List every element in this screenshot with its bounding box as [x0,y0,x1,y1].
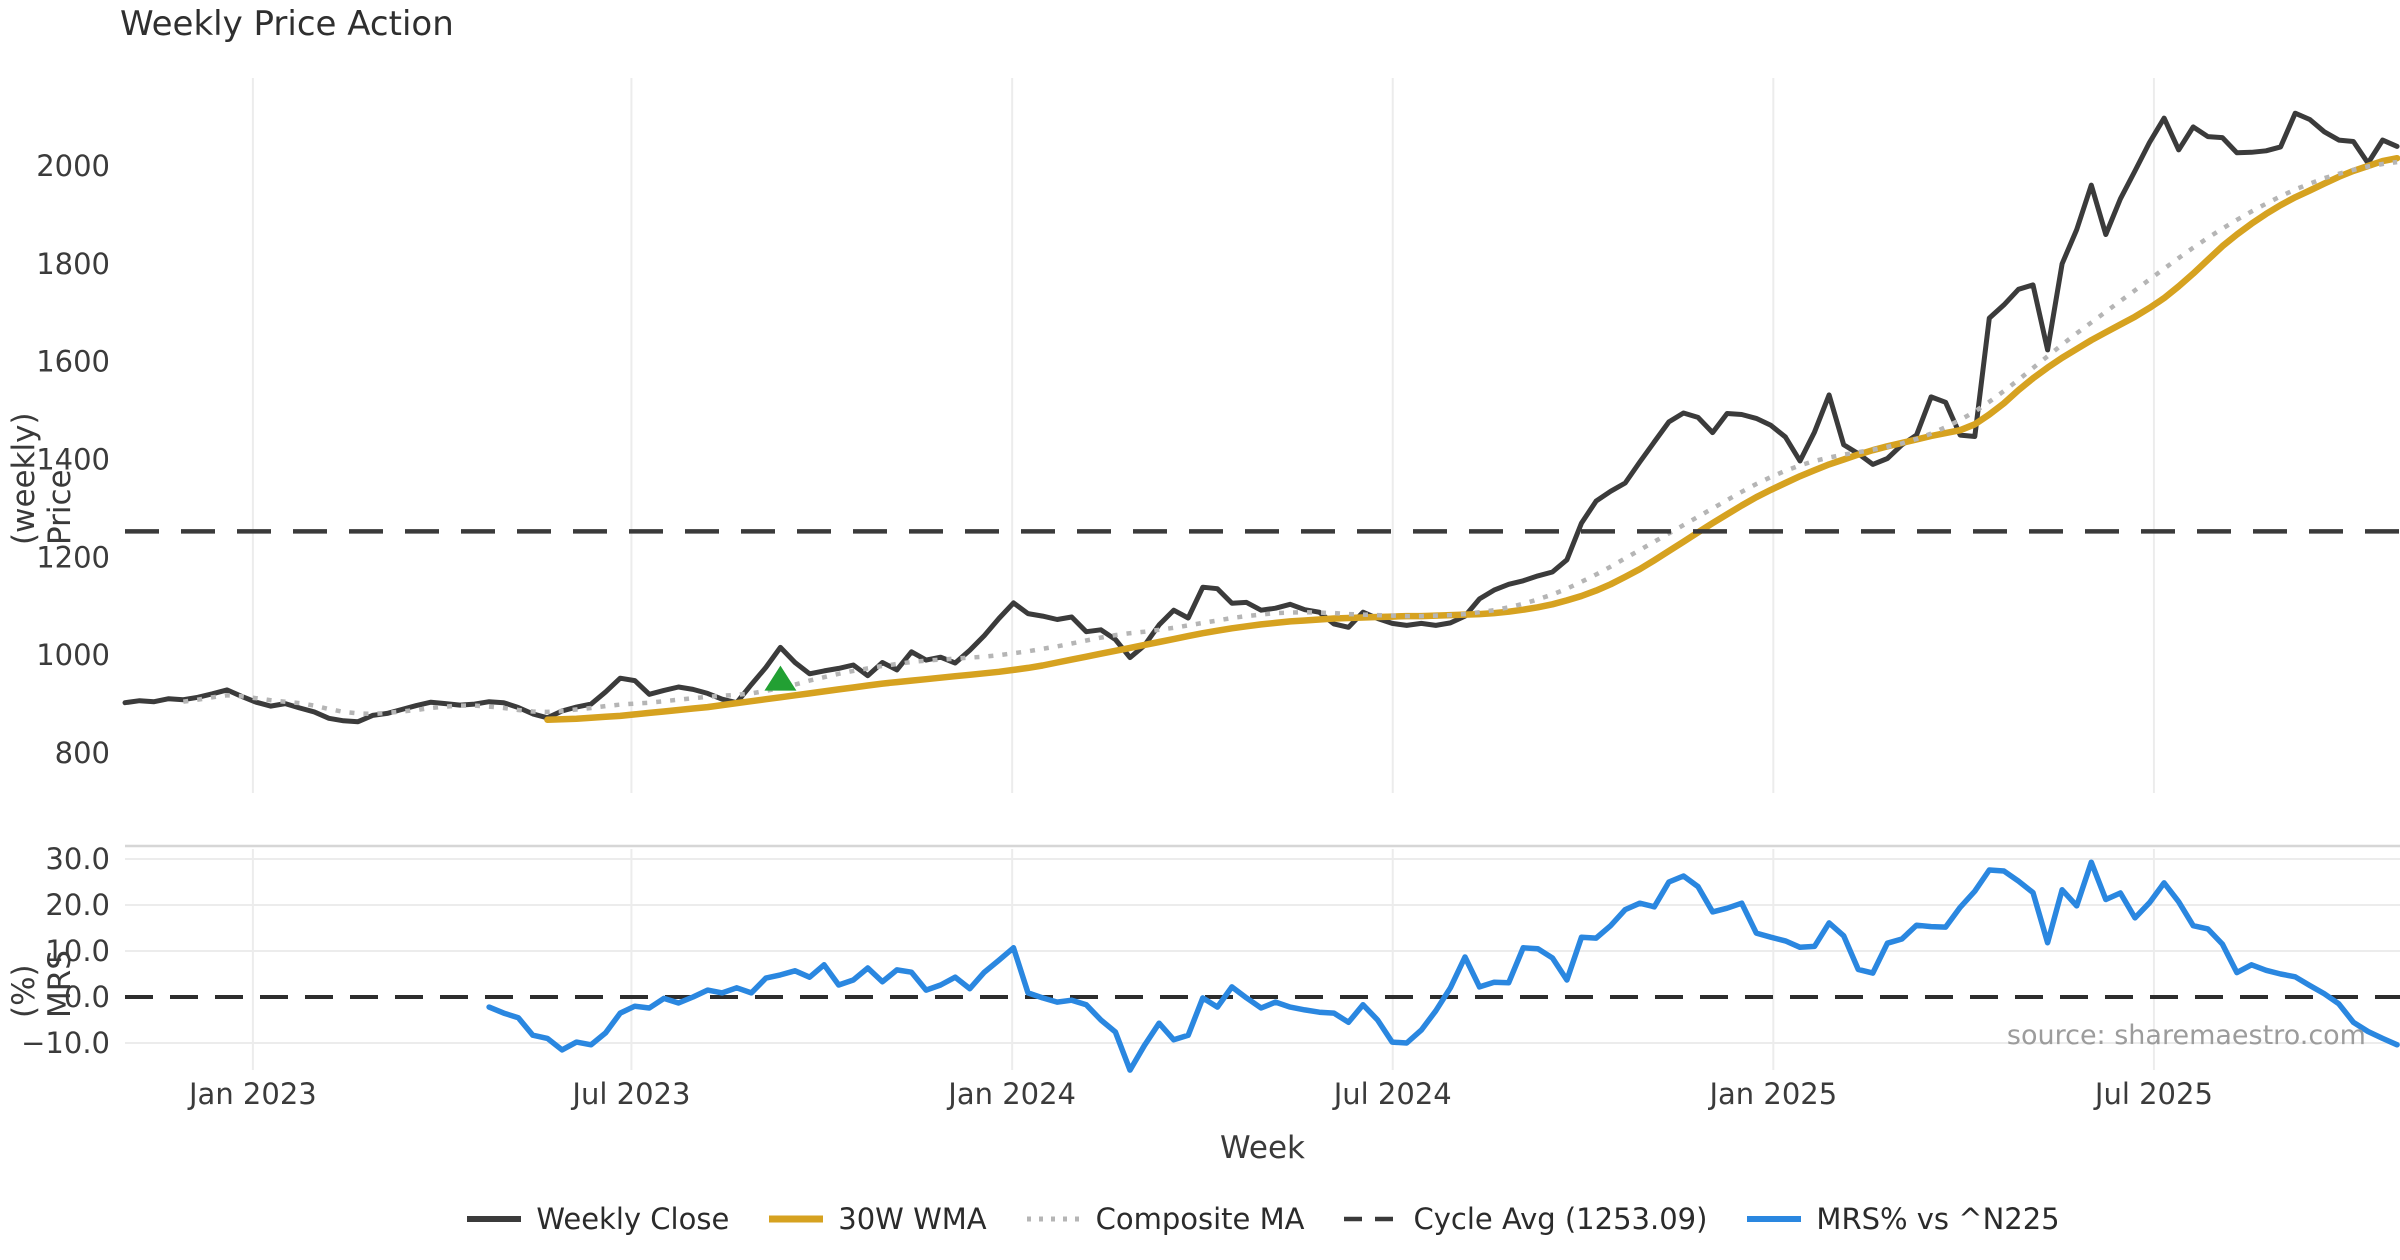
mrs-ytick-label: 20.0 [45,888,110,922]
mrs-ytick-label: −10.0 [21,1026,110,1060]
chart-legend: Weekly Close 30W WMA Composite MA Cycle Avg… [125,1202,2400,1236]
x-tick-label: Jan 2023 [187,1077,317,1111]
x-tick-label: Jul 2024 [1332,1077,1452,1111]
price-ytick-label: 800 [55,736,110,770]
legend-swatch [1344,1216,1399,1222]
legend-item-30w-wma: 30W WMA [767,1202,987,1236]
legend-swatch [769,1215,824,1223]
series-30w-wma [544,154,2400,724]
legend-swatch [467,1216,522,1222]
price-axis-label: Price (weekly) [6,412,78,545]
x-tick-label: Jan 2024 [946,1077,1076,1111]
legend-label: Composite MA [1095,1202,1305,1236]
mrs-ytick-label: 0.0 [64,980,110,1014]
price-ytick-label: 1000 [36,638,110,672]
price-ytick-label: 1400 [36,443,110,477]
series-weekly-close [122,110,2400,725]
chart-title: Weekly Price Action [120,4,454,44]
legend-item-cycle-avg-1253-09-: Cycle Avg (1253.09) [1342,1202,1707,1236]
series-mrs-vs-n225 [486,859,2400,1073]
legend-label: 30W WMA [838,1202,987,1236]
price-ytick-label: 1200 [36,540,110,574]
legend-swatch [1747,1216,1802,1222]
x-axis-label: Week [1220,1130,1305,1166]
legend-label: Cycle Avg (1253.09) [1413,1202,1708,1236]
source-watermark: source: sharemaestro.com [2006,1020,2366,1051]
legend-swatch [1026,1216,1081,1222]
x-tick-label: Jan 2025 [1707,1077,1837,1111]
series-composite-ma [182,159,2398,717]
mrs-axis-label: MRS (%) [6,950,78,1018]
price-ytick-label: 1800 [36,247,110,281]
legend-label: MRS% vs ^N225 [1816,1202,2060,1236]
price-ytick-label: 2000 [36,149,110,183]
price-ytick-label: 1600 [36,345,110,379]
legend-item-weekly-close: Weekly Close [465,1202,729,1236]
mrs-ytick-label: 30.0 [45,842,110,876]
x-tick-label: Jul 2023 [570,1077,690,1111]
mrs-ytick-label: 10.0 [45,934,110,968]
legend-item-mrs-vs-n225: MRS% vs ^N225 [1745,1202,2060,1236]
legend-item-composite-ma: Composite MA [1025,1202,1305,1236]
x-tick-label: Jul 2025 [2093,1077,2213,1111]
buy-signal-marker [764,665,797,691]
legend-label: Weekly Close [536,1202,730,1236]
